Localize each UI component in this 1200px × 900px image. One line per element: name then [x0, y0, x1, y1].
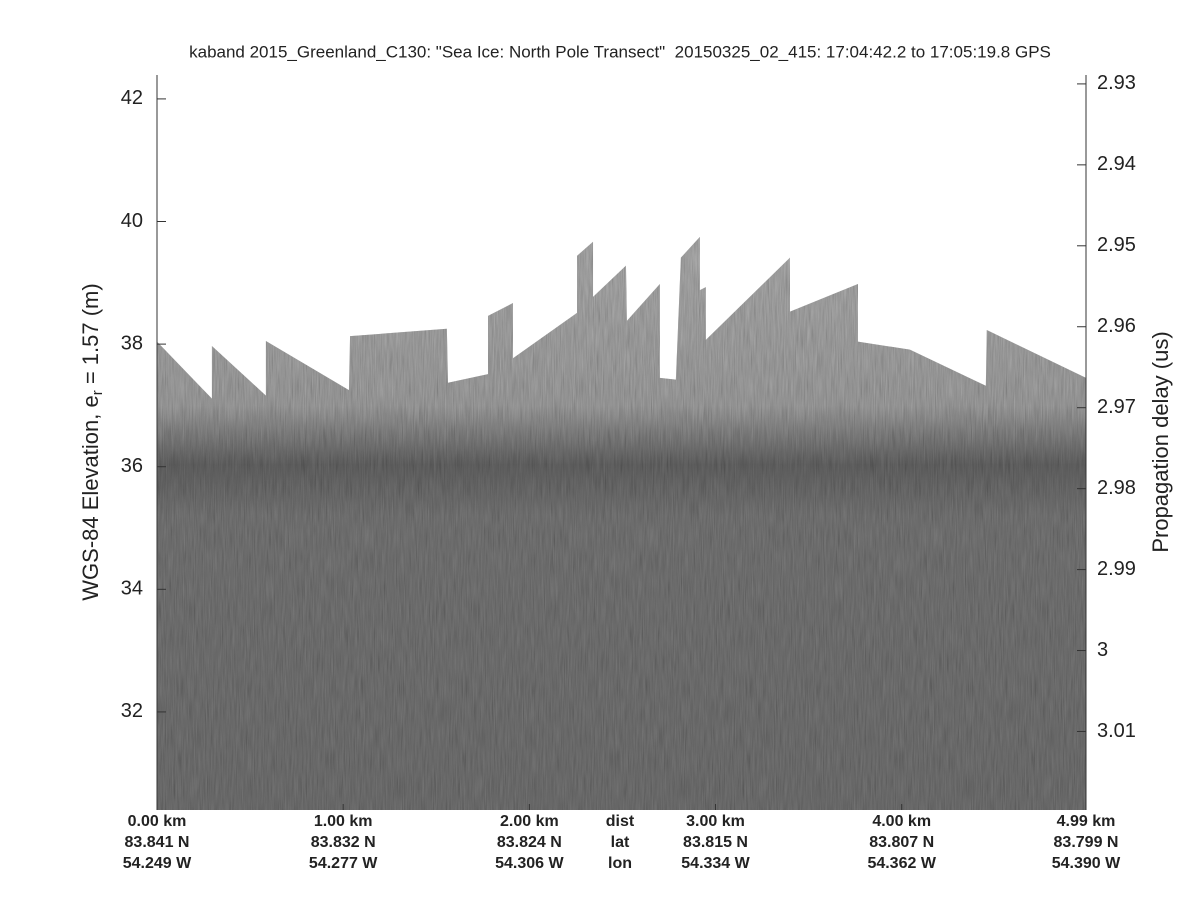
- y-axis-title: WGS-84 Elevation, er = 1.57 (m): [78, 283, 106, 600]
- lon-label: 54.362 W: [867, 855, 936, 872]
- lon-label: 54.249 W: [123, 855, 192, 872]
- lat-label: 83.799 N: [1054, 834, 1119, 851]
- y-tick-label: 32: [121, 700, 143, 722]
- y-tick-label: 40: [121, 210, 143, 232]
- y2-tick-label: 2.94: [1097, 153, 1136, 175]
- row-label: lat: [611, 834, 630, 851]
- y2-tick-label: 2.98: [1097, 477, 1136, 499]
- y-axis-title-subscript: r: [89, 390, 106, 395]
- y2-tick-label: 2.97: [1097, 396, 1136, 418]
- y-tick-label: 42: [121, 87, 143, 109]
- y-axis-title-part: WGS-84 Elevation, e: [78, 395, 103, 600]
- lon-label: 54.390 W: [1052, 855, 1121, 872]
- plot-area: [157, 236, 1086, 810]
- y-tick-label: 36: [121, 455, 143, 477]
- lat-label: 83.807 N: [869, 834, 934, 851]
- lat-label: 83.824 N: [497, 834, 562, 851]
- chart-title: kaband 2015_Greenland_C130: "Sea Ice: No…: [189, 42, 1051, 61]
- lat-label: 83.832 N: [311, 834, 376, 851]
- y2-tick-label: 2.93: [1097, 72, 1136, 94]
- y-tick-label: 38: [121, 332, 143, 354]
- x-tick-label: 0.00 km: [128, 813, 187, 830]
- y2-axis-title: Propagation delay (us): [1148, 331, 1173, 552]
- x-tick-label: 4.99 km: [1057, 813, 1116, 830]
- lat-label: 83.815 N: [683, 834, 748, 851]
- y2-tick-label: 2.99: [1097, 558, 1136, 580]
- lat-label: 83.841 N: [125, 834, 190, 851]
- y2-tick-label: 2.96: [1097, 315, 1136, 337]
- y2-tick-label: 3.01: [1097, 720, 1136, 742]
- x-tick-label: 2.00 km: [500, 813, 559, 830]
- lon-label: 54.306 W: [495, 855, 564, 872]
- lon-label: 54.334 W: [681, 855, 750, 872]
- echogram-speckle: [157, 236, 1086, 810]
- y2-tick-label: 3: [1097, 639, 1108, 661]
- y-tick-label: 34: [121, 578, 143, 600]
- x-tick-label: 4.00 km: [872, 813, 931, 830]
- row-label: dist: [606, 813, 635, 830]
- row-label: lon: [608, 855, 632, 872]
- x-tick-label: 3.00 km: [686, 813, 745, 830]
- y-axis-title-part: = 1.57 (m): [78, 283, 103, 390]
- x-tick-label: 1.00 km: [314, 813, 373, 830]
- y2-tick-label: 2.95: [1097, 234, 1136, 256]
- lon-label: 54.277 W: [309, 855, 378, 872]
